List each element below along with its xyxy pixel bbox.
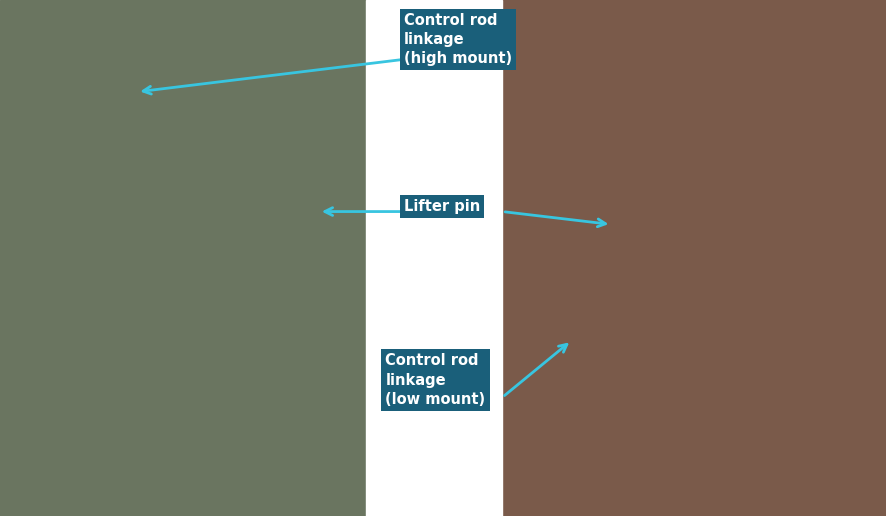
Bar	[366, 0, 502, 516]
Bar	[502, 0, 886, 516]
Text: Control rod
linkage
(high mount): Control rod linkage (high mount)	[404, 13, 512, 66]
Text: Lifter pin: Lifter pin	[404, 199, 480, 214]
Text: Control rod
linkage
(low mount): Control rod linkage (low mount)	[385, 353, 486, 407]
Bar	[0, 0, 366, 516]
